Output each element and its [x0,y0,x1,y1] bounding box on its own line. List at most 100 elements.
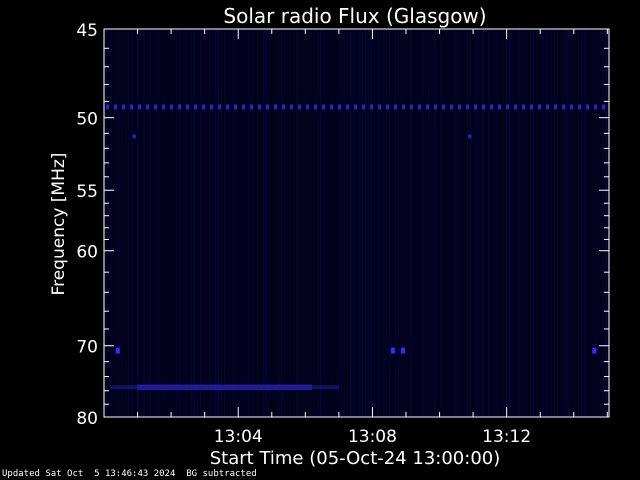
noise-streak [518,29,520,417]
noise-streak [152,29,154,417]
noise-streak [143,29,145,417]
interference-line [458,104,461,110]
spot [468,134,472,139]
noise-streak [161,29,163,417]
interference-line [226,104,229,110]
interference-line [522,104,525,110]
noise-streak [194,29,196,417]
x-tick-label: 13:12 [482,427,531,447]
noise-streak [197,29,199,417]
noise-streak [560,29,562,417]
interference-line [186,104,189,110]
noise-streak [344,29,346,417]
noise-streak [395,29,397,417]
interference-line [514,104,517,110]
x-tick-label: 13:08 [348,427,397,447]
noise-streak [281,29,283,417]
noise-streak [308,29,310,417]
interference-line [434,104,437,110]
noise-streak [509,29,511,417]
noise-streak [413,29,415,417]
noise-streak [167,29,169,417]
noise-streak [428,29,430,417]
noise-streak [128,29,130,417]
x-tick-label: 13:04 [214,427,263,447]
spot [115,347,120,354]
noise-streak [299,29,301,417]
noise-streak [332,29,334,417]
noise-streak [497,29,499,417]
interference-line [506,104,509,110]
noise-streak [368,29,370,417]
noise-streak [236,29,238,417]
noise-streak [527,29,529,417]
noise-streak [224,29,226,417]
interference-line [386,104,389,110]
noise-streak [254,29,256,417]
noise-streak [479,29,481,417]
interference-line [346,104,349,110]
noise-streak [176,29,178,417]
interference-line [482,104,485,110]
noise-streak [548,29,550,417]
noise-streak [245,29,247,417]
interference-line [450,104,453,110]
noise-streak [263,29,265,417]
noise-streak [110,29,112,417]
interference-line [538,104,541,110]
noise-streak [320,29,322,417]
interference-line [602,104,605,110]
noise-streak [581,29,583,417]
noise-streak [533,29,535,417]
interference-line [378,104,381,110]
noise-streak [305,29,307,417]
noise-streak [233,29,235,417]
interference-line [362,104,365,110]
noise-streak [329,29,331,417]
interference-line [162,104,165,110]
interference-line [442,104,445,110]
noise-streak [158,29,160,417]
noise-streak [401,29,403,417]
noise-streak [242,29,244,417]
bg-note: BG subtracted [186,469,257,479]
interference-line [546,104,549,110]
interference-line [338,104,341,110]
y-axis-label: Frequency [MHz] [49,153,69,296]
noise-streak [458,29,460,417]
noise-streak [443,29,445,417]
updated-timestamp: Updated Sat Oct 5 13:46:43 2024 [2,469,176,479]
noise-streak [284,29,286,417]
noise-streak [587,29,589,417]
interference-line [586,104,589,110]
spot [400,347,405,354]
noise-streak [596,29,598,417]
interference-line [194,104,197,110]
heatmap-background [104,29,609,417]
noise-streak [191,29,193,417]
noise-streak [188,29,190,417]
noise-streak [593,29,595,417]
noise-streak [113,29,115,417]
noise-streak [173,29,175,417]
noise-streak [602,29,604,417]
interference-line [594,104,597,110]
noise-streak [434,29,436,417]
noise-streak [296,29,298,417]
interference-line [570,104,573,110]
noise-streak [512,29,514,417]
spot [592,347,597,354]
noise-streak [182,29,184,417]
noise-streak [146,29,148,417]
y-tick-label: 45 [76,21,98,41]
noise-streak [464,29,466,417]
noise-streak [314,29,316,417]
noise-streak [323,29,325,417]
spectrogram-area [104,29,610,417]
interference-line [498,104,501,110]
noise-streak [500,29,502,417]
x-axis-label: Start Time (05-Oct-24 13:00:00) [210,448,501,469]
faint-band [110,385,339,390]
y-tick-label: 60 [76,243,98,263]
noise-streak [155,29,157,417]
